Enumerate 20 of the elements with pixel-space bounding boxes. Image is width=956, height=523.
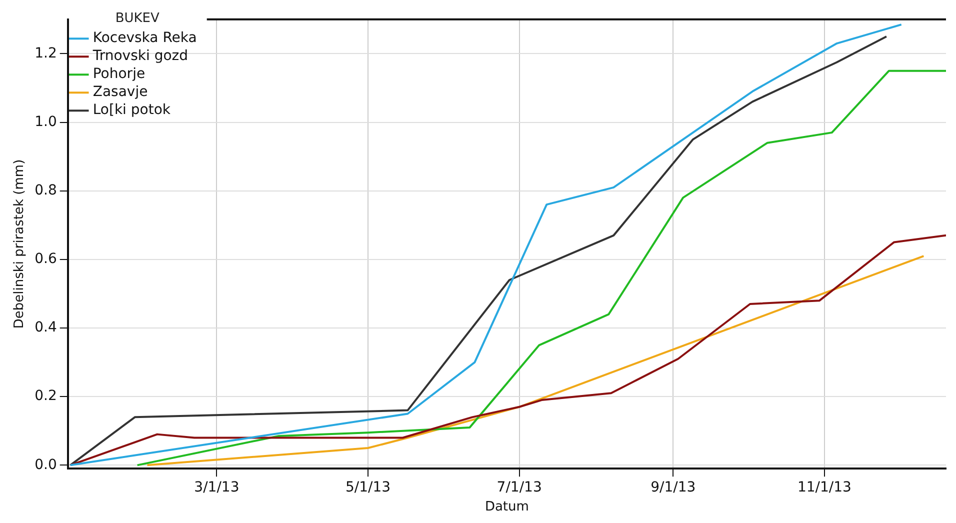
x-tick-label: 3/1/13 [194,480,240,496]
legend-label: Zasavje [92,84,148,100]
y-tick-label: 0.6 [34,251,57,268]
legend-label: Trnovski gozd [92,48,188,64]
x-axis-title: Datum [484,500,529,515]
y-tick-label: 0.2 [34,388,57,404]
y-tick-label: 1.0 [34,114,57,130]
x-tick-label: 7/1/13 [496,480,542,496]
y-tick-label: 1.2 [34,45,57,62]
x-tick-label: 9/1/13 [650,480,696,496]
legend-label: Lo[ki potok [92,102,172,118]
x-tick-label: 11/1/13 [797,480,852,496]
y-tick-label: 0.8 [34,182,57,198]
x-tick-label: 5/1/13 [345,480,391,496]
legend-label: Pohorje [92,66,146,82]
legend-label: Kocevska Reka [92,30,197,46]
legend-title: BUKEV [115,10,160,26]
y-axis-title: Debelinski prirastek (mm) [12,159,28,329]
y-tick-label: 0.4 [34,320,57,336]
y-tick-label: 0.0 [34,456,57,473]
